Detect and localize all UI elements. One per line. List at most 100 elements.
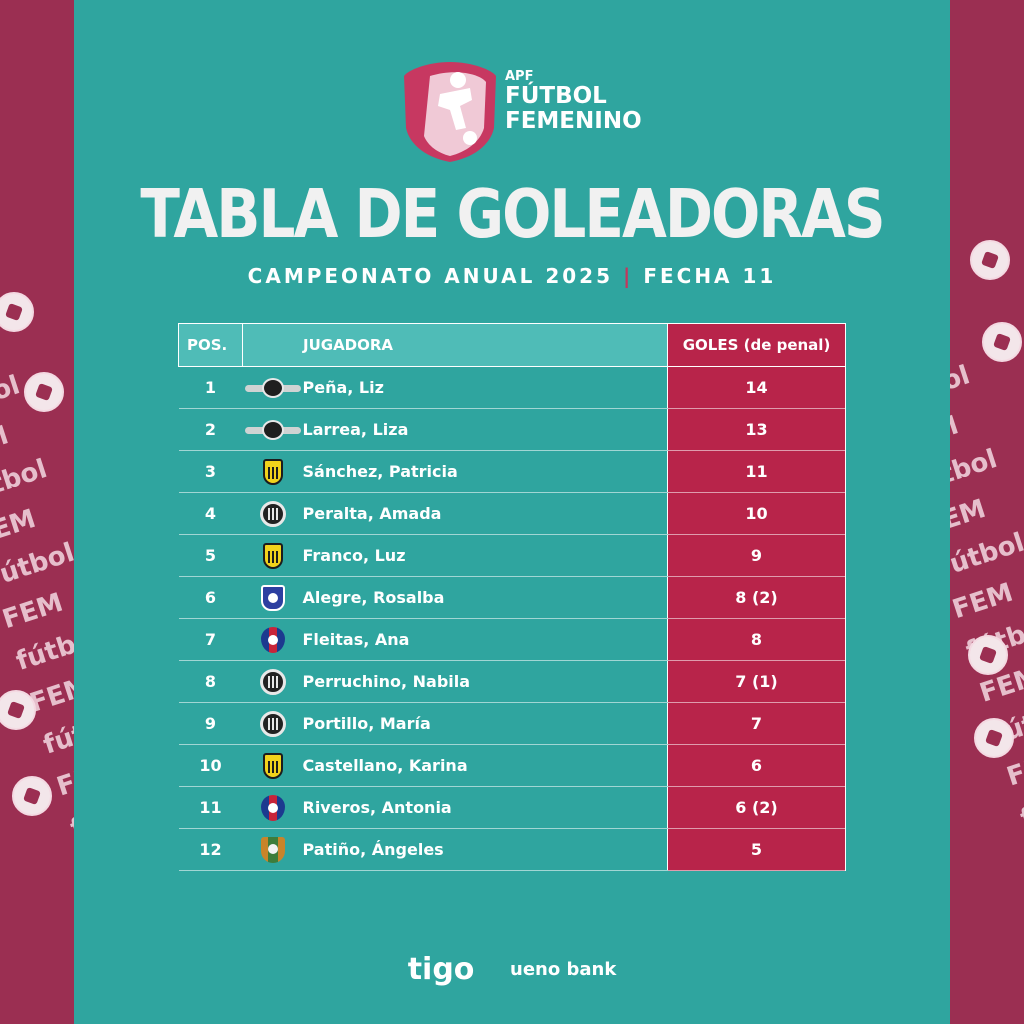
logo-line-femenino: FEMENINO [505, 108, 642, 134]
header-pos: POS. [178, 323, 243, 367]
round-crest-icon [259, 710, 286, 737]
player-goals: 10 [667, 492, 846, 535]
team-crest-icon [242, 450, 303, 493]
row-position: 4 [178, 492, 243, 535]
page-subtitle: CAMPEONATO ANUAL 2025 | FECHA 11 [0, 264, 1024, 288]
round-crest-icon [259, 500, 286, 527]
row-position: 12 [178, 828, 243, 871]
player-goals: 6 [667, 744, 846, 787]
team-crest-icon [242, 702, 303, 745]
player-goals: 6 (2) [667, 786, 846, 829]
player-goals: 14 [667, 366, 846, 409]
apf-futbol-femenino-logo [404, 62, 496, 162]
team-crest-icon [242, 660, 303, 703]
table-row: 8 Perruchino, Nabila 7 (1) [178, 660, 846, 703]
subtitle-round: FECHA 11 [643, 264, 777, 288]
team-crest-icon [242, 408, 303, 451]
football-icon [0, 690, 36, 730]
player-name: Alegre, Rosalba [302, 576, 668, 619]
player-goals: 8 [667, 618, 846, 661]
team-crest-icon [242, 534, 303, 577]
header-jugadora: JUGADORA [242, 323, 668, 367]
football-icon [12, 776, 52, 816]
football-icon [982, 322, 1022, 362]
round-crest-icon [259, 668, 286, 695]
left-pattern: fútbol FEM fútbol FEM fútbol FEM fútbol FEM fútb… [0, 0, 74, 1024]
table-row: 4 Peralta, Amada 10 [178, 492, 846, 535]
team-crest-icon [242, 576, 303, 619]
sponsors: tigo ueno bank [0, 952, 1024, 987]
player-goals: 13 [667, 408, 846, 451]
table-row: 9 Portillo, María 7 [178, 702, 846, 745]
logo-line-futbol: FÚTBOL [505, 83, 607, 109]
subtitle-championship: CAMPEONATO ANUAL 2025 [247, 264, 613, 288]
row-position: 1 [178, 366, 243, 409]
player-goals: 8 (2) [667, 576, 846, 619]
table-header-row: POS. JUGADORA GOLES (de penal) [178, 323, 846, 367]
tigo-logo: tigo [407, 952, 475, 987]
logo-text: APF FÚTBOL FEMENINO [505, 70, 642, 134]
table-row: 10 Castellano, Karina 6 [178, 744, 846, 787]
team-crest-icon [242, 744, 303, 787]
yellow-crest-icon [262, 542, 283, 569]
scorers-table: POS. JUGADORA GOLES (de penal) 1 Peña, Li… [178, 323, 846, 871]
right-pattern: fútbolFEMfútbolFEMfútbolFEMfútbolFEMfútb… [950, 0, 1024, 1024]
logo-apf: APF [505, 69, 534, 84]
player-name: Perruchino, Nabila [302, 660, 668, 703]
football-icon [970, 240, 1010, 280]
row-position: 7 [178, 618, 243, 661]
team-crest-icon [242, 366, 303, 409]
football-icon [968, 635, 1008, 675]
football-icon [974, 718, 1014, 758]
player-goals: 5 [667, 828, 846, 871]
row-position: 11 [178, 786, 243, 829]
table-row: 5 Franco, Luz 9 [178, 534, 846, 577]
team-crest-icon [242, 828, 303, 871]
player-name: Portillo, María [302, 702, 668, 745]
player-goals: 7 (1) [667, 660, 846, 703]
table-row: 2 Larrea, Liza 13 [178, 408, 846, 451]
football-icon [0, 292, 34, 332]
player-name: Peña, Liz [302, 366, 668, 409]
green-crest-icon [260, 836, 285, 863]
team-crest-icon [242, 492, 303, 535]
table-row: 12 Patiño, Ángeles 5 [178, 828, 846, 871]
player-name: Sánchez, Patricia [302, 450, 668, 493]
row-position: 5 [178, 534, 243, 577]
team-crest-icon [242, 786, 303, 829]
cerro-crest-icon [260, 794, 285, 821]
football-icon [24, 372, 64, 412]
yellow-crest-icon [262, 458, 283, 485]
yellow-crest-icon [262, 752, 283, 779]
row-position: 3 [178, 450, 243, 493]
row-position: 2 [178, 408, 243, 451]
player-name: Riveros, Antonia [302, 786, 668, 829]
player-name: Patiño, Ángeles [302, 828, 668, 871]
player-name: Castellano, Karina [302, 744, 668, 787]
table-row: 11 Riveros, Antonia 6 (2) [178, 786, 846, 829]
row-position: 9 [178, 702, 243, 745]
row-position: 8 [178, 660, 243, 703]
table-row: 6 Alegre, Rosalba 8 (2) [178, 576, 846, 619]
row-position: 10 [178, 744, 243, 787]
table-row: 7 Fleitas, Ana 8 [178, 618, 846, 661]
ueno-bank-logo: ueno bank [510, 959, 617, 980]
header-goles: GOLES (de penal) [667, 323, 846, 367]
player-goals: 7 [667, 702, 846, 745]
wings-crest-icon [244, 377, 301, 398]
table-row: 3 Sánchez, Patricia 11 [178, 450, 846, 493]
wings-crest-icon [244, 419, 301, 440]
player-goals: 9 [667, 534, 846, 577]
blue-crest-icon [260, 584, 285, 611]
player-name: Peralta, Amada [302, 492, 668, 535]
subtitle-separator: | [623, 264, 634, 288]
team-crest-icon [242, 618, 303, 661]
player-goals: 11 [667, 450, 846, 493]
pattern-text: fútbolFEMfútbolFEMfútbolFEMfútbolFEMfútb… [950, 360, 1024, 835]
row-position: 6 [178, 576, 243, 619]
player-name: Larrea, Liza [302, 408, 668, 451]
player-name: Fleitas, Ana [302, 618, 668, 661]
player-name: Franco, Luz [302, 534, 668, 577]
page-title: TABLA DE GOLEADORAS [140, 174, 885, 254]
